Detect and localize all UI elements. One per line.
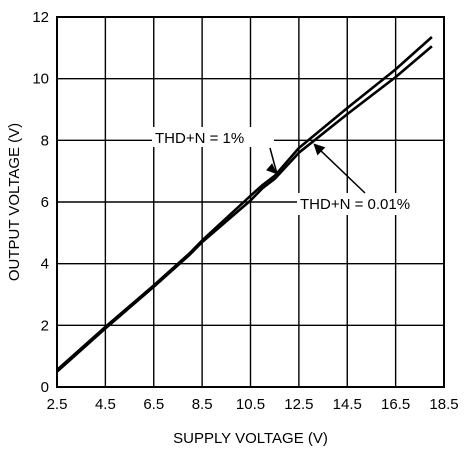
x-tick-label: 6.5 (143, 396, 164, 413)
annotation-arrowhead (313, 143, 326, 156)
y-tick-label: 8 (41, 132, 49, 149)
y-tick-label: 6 (41, 194, 49, 211)
y-tick-labels: 0 2 4 6 8 10 12 (32, 9, 49, 396)
y-tick-label: 2 (41, 317, 49, 334)
annotation-arrowhead (266, 163, 278, 175)
series-line-1 (56, 45, 433, 373)
x-axis-title: SUPPLY VOLTAGE (V) (173, 430, 328, 447)
x-tick-label: 12.5 (284, 396, 313, 413)
annotation-leader (316, 146, 366, 194)
series-group (56, 36, 433, 373)
x-tick-label: 2.5 (47, 396, 68, 413)
plot-frame (56, 16, 445, 388)
x-tick-label: 10.5 (236, 396, 265, 413)
x-tick-label: 4.5 (95, 396, 116, 413)
x-tick-label: 14.5 (333, 396, 362, 413)
x-tick-label: 8.5 (192, 396, 213, 413)
annotation-background (152, 127, 274, 147)
y-tick-label: 0 (41, 379, 49, 396)
y-axis-title: OUTPUT VOLTAGE (V) (6, 123, 23, 281)
annotation-leader (269, 147, 278, 175)
annotation-group: THD+N = 1% THD+N = 0.01% (152, 127, 443, 215)
annotation-background (297, 193, 443, 215)
x-tick-labels: 2.5 4.5 6.5 8.5 10.5 12.5 14.5 16.5 18.5 (47, 396, 459, 413)
y-tick-label: 12 (32, 9, 49, 26)
x-tick-label: 16.5 (381, 396, 410, 413)
annotation-label: THD+N = 1% (155, 130, 244, 147)
x-tick-label: 18.5 (429, 396, 458, 413)
annotation-label: THD+N = 0.01% (300, 196, 410, 213)
y-tick-label: 4 (41, 256, 49, 273)
y-tick-label: 10 (32, 71, 49, 88)
